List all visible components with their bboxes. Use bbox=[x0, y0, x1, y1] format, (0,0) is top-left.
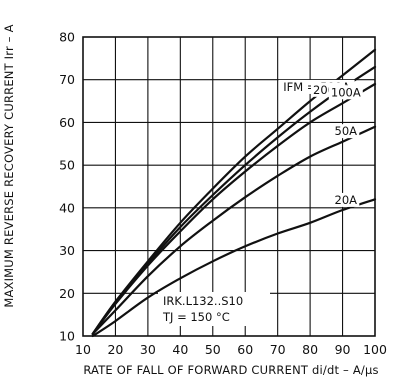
series-line bbox=[91, 82, 377, 335]
x-tick-label: 30 bbox=[140, 342, 156, 357]
device-annotation: IRK.L132..S10 bbox=[163, 294, 243, 308]
series-line bbox=[91, 65, 377, 335]
grid-lines bbox=[83, 37, 375, 336]
y-tick-label: 30 bbox=[59, 243, 75, 258]
series-line bbox=[91, 198, 377, 338]
x-tick-label: 10 bbox=[75, 342, 91, 357]
y-tick-label: 50 bbox=[59, 158, 75, 173]
tick-labels: 10 20 30 40 50 60 70 80 90 100 10 20 30 40 50 60 70 80 bbox=[59, 30, 387, 358]
y-tick-label: 20 bbox=[59, 286, 75, 301]
annotation-background bbox=[158, 292, 270, 326]
series-label: 100A bbox=[331, 85, 361, 99]
y-tick-label: 10 bbox=[59, 329, 75, 344]
x-tick-label: 90 bbox=[335, 342, 351, 357]
y-tick-label: 40 bbox=[59, 200, 75, 215]
x-axis-label: RATE OF FALL OF FORWARD CURRENT di/dt – … bbox=[83, 363, 378, 377]
series-line bbox=[91, 125, 377, 335]
x-tick-label: 60 bbox=[237, 342, 253, 357]
series-label-background bbox=[332, 124, 360, 139]
y-tick-label: 70 bbox=[59, 72, 75, 87]
series-label-background bbox=[328, 85, 363, 100]
x-tick-label: 80 bbox=[302, 342, 318, 357]
series-labels: IFM = 500A200A100A50A20A bbox=[278, 79, 363, 207]
annotation-box: IRK.L132..S10 TJ = 150 °C bbox=[158, 292, 270, 326]
series-label-background bbox=[332, 192, 360, 207]
x-tick-label: 40 bbox=[172, 342, 188, 357]
y-tick-label: 80 bbox=[59, 30, 75, 45]
x-tick-label: 20 bbox=[107, 342, 123, 357]
temperature-annotation: TJ = 150 °C bbox=[162, 310, 230, 324]
x-tick-label: 70 bbox=[270, 342, 286, 357]
y-axis-label: MAXIMUM REVERSE RECOVERY CURRENT Irr – A bbox=[2, 24, 16, 307]
x-tick-label: 50 bbox=[205, 342, 221, 357]
series-label: 20A bbox=[335, 193, 358, 207]
series-label: 50A bbox=[335, 124, 358, 138]
plot-frame bbox=[82, 36, 376, 337]
x-tick-label: 100 bbox=[363, 342, 387, 357]
y-tick-label: 60 bbox=[59, 115, 75, 130]
